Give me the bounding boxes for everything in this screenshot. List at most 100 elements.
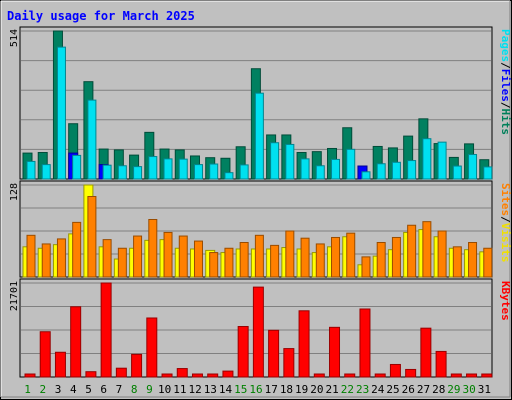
y-max-label: 21701 [9, 281, 20, 311]
bar-pages-day-14 [224, 172, 234, 180]
bar-sites-day-22 [346, 232, 356, 278]
legend-text: Pages/Files/Hits [499, 29, 512, 135]
bar-pages-day-9 [148, 156, 158, 180]
day-label-31: 31 [478, 383, 491, 396]
bar-sites-day-8 [133, 235, 143, 278]
day-label-23: 23 [356, 383, 369, 396]
bar-kbytes-day-11 [176, 368, 188, 378]
bar-kbytes-day-31 [481, 373, 493, 378]
bar-sites-day-9 [148, 219, 158, 278]
bar-pages-day-21 [331, 158, 341, 180]
legend-item-visits: Visits [499, 223, 512, 263]
bar-pages-day-30 [468, 154, 478, 180]
day-label-17: 17 [265, 383, 278, 396]
bar-sites-day-24 [376, 242, 386, 278]
bar-sites-day-6 [102, 239, 112, 278]
bar-kbytes-day-9 [146, 317, 158, 378]
bar-sites-day-23 [361, 256, 371, 278]
day-label-3: 3 [55, 383, 62, 396]
bar-pages-day-4 [72, 154, 82, 180]
bar-pages-day-17 [270, 142, 280, 180]
bar-sites-day-3 [56, 238, 66, 278]
bar-kbytes-day-15 [237, 326, 249, 378]
bar-sites-day-1 [26, 234, 36, 278]
bar-sites-day-27 [422, 221, 432, 278]
chart-panel-2: 128 Sites/Visits [9, 180, 512, 278]
panel-legend: Sites/Visits [499, 183, 512, 263]
bar-kbytes-day-4 [70, 306, 82, 378]
bar-sites-day-18 [285, 230, 295, 278]
bar-pages-day-2 [41, 164, 51, 180]
bar-sites-day-30 [468, 242, 478, 278]
bar-kbytes-day-25 [389, 363, 401, 378]
legend-separator: / [499, 62, 512, 69]
bar-kbytes-day-30 [466, 373, 478, 378]
day-label-19: 19 [295, 383, 308, 396]
day-label-18: 18 [280, 383, 293, 396]
bar-pages-day-1 [26, 160, 36, 180]
day-label-1: 1 [24, 383, 31, 396]
bar-kbytes-day-26 [405, 368, 417, 378]
bar-sites-day-28 [437, 230, 447, 278]
legend-text: KBytes [499, 281, 512, 321]
bar-sites-day-19 [300, 237, 310, 278]
bar-sites-day-20 [315, 243, 325, 278]
bar-sites-day-26 [407, 224, 417, 278]
day-label-9: 9 [146, 383, 153, 396]
bar-pages-day-19 [300, 158, 310, 180]
bar-pages-day-6 [102, 164, 112, 180]
day-label-8: 8 [131, 383, 138, 396]
bar-pages-day-22 [346, 148, 356, 180]
bar-pages-day-28 [437, 141, 447, 180]
bar-kbytes-day-1 [24, 373, 36, 378]
bar-sites-day-4 [72, 221, 82, 278]
bar-kbytes-day-6 [100, 282, 112, 378]
bar-sites-day-5 [87, 196, 97, 278]
day-label-21: 21 [326, 383, 339, 396]
day-label-29: 29 [447, 383, 460, 396]
bar-pages-day-26 [407, 160, 417, 180]
day-label-20: 20 [310, 383, 323, 396]
bar-sites-day-12 [193, 240, 203, 278]
bar-pages-day-24 [376, 163, 386, 180]
bar-kbytes-day-18 [283, 348, 295, 378]
bar-sites-day-21 [331, 236, 341, 278]
bar-kbytes-day-24 [374, 373, 386, 378]
day-label-22: 22 [341, 383, 354, 396]
x-axis-day-labels: 1 2 3 4 5 6 7 8 9 10 11 12 13 14 15 16 17 18 19 20 21 22 23 24 2… [24, 383, 491, 396]
bar-kbytes-day-19 [298, 310, 310, 378]
day-label-11: 11 [173, 383, 186, 396]
bar-pages-day-20 [315, 165, 325, 180]
bar-kbytes-day-22 [344, 373, 356, 378]
legend-separator: / [499, 216, 512, 223]
bar-kbytes-day-29 [450, 373, 462, 378]
bar-pages-day-7 [117, 165, 127, 180]
day-label-4: 4 [70, 383, 77, 396]
legend-item-hits: Hits [499, 109, 512, 136]
bar-kbytes-day-21 [329, 326, 341, 378]
bar-kbytes-day-28 [435, 350, 447, 378]
bar-kbytes-day-7 [115, 367, 127, 378]
bar-kbytes-day-13 [207, 373, 219, 378]
day-label-13: 13 [204, 383, 217, 396]
day-label-24: 24 [371, 383, 385, 396]
bar-sites-day-11 [178, 235, 188, 278]
day-label-15: 15 [234, 383, 247, 396]
bar-sites-day-31 [483, 247, 493, 278]
day-label-6: 6 [100, 383, 107, 396]
bar-pages-day-12 [193, 164, 203, 180]
day-label-5: 5 [85, 383, 92, 396]
panel-legend: Pages/Files/Hits [499, 29, 512, 135]
bar-pages-day-5 [87, 99, 97, 180]
bar-pages-day-8 [133, 166, 143, 180]
bar-kbytes-day-14 [222, 370, 234, 378]
bar-pages-day-18 [285, 143, 295, 180]
panel-legend: KBytes [499, 281, 512, 321]
bar-sites-day-25 [391, 236, 401, 278]
day-label-10: 10 [158, 383, 171, 396]
bar-sites-day-29 [452, 246, 462, 278]
bar-pages-day-3 [56, 46, 66, 180]
bar-kbytes-day-8 [131, 353, 143, 378]
